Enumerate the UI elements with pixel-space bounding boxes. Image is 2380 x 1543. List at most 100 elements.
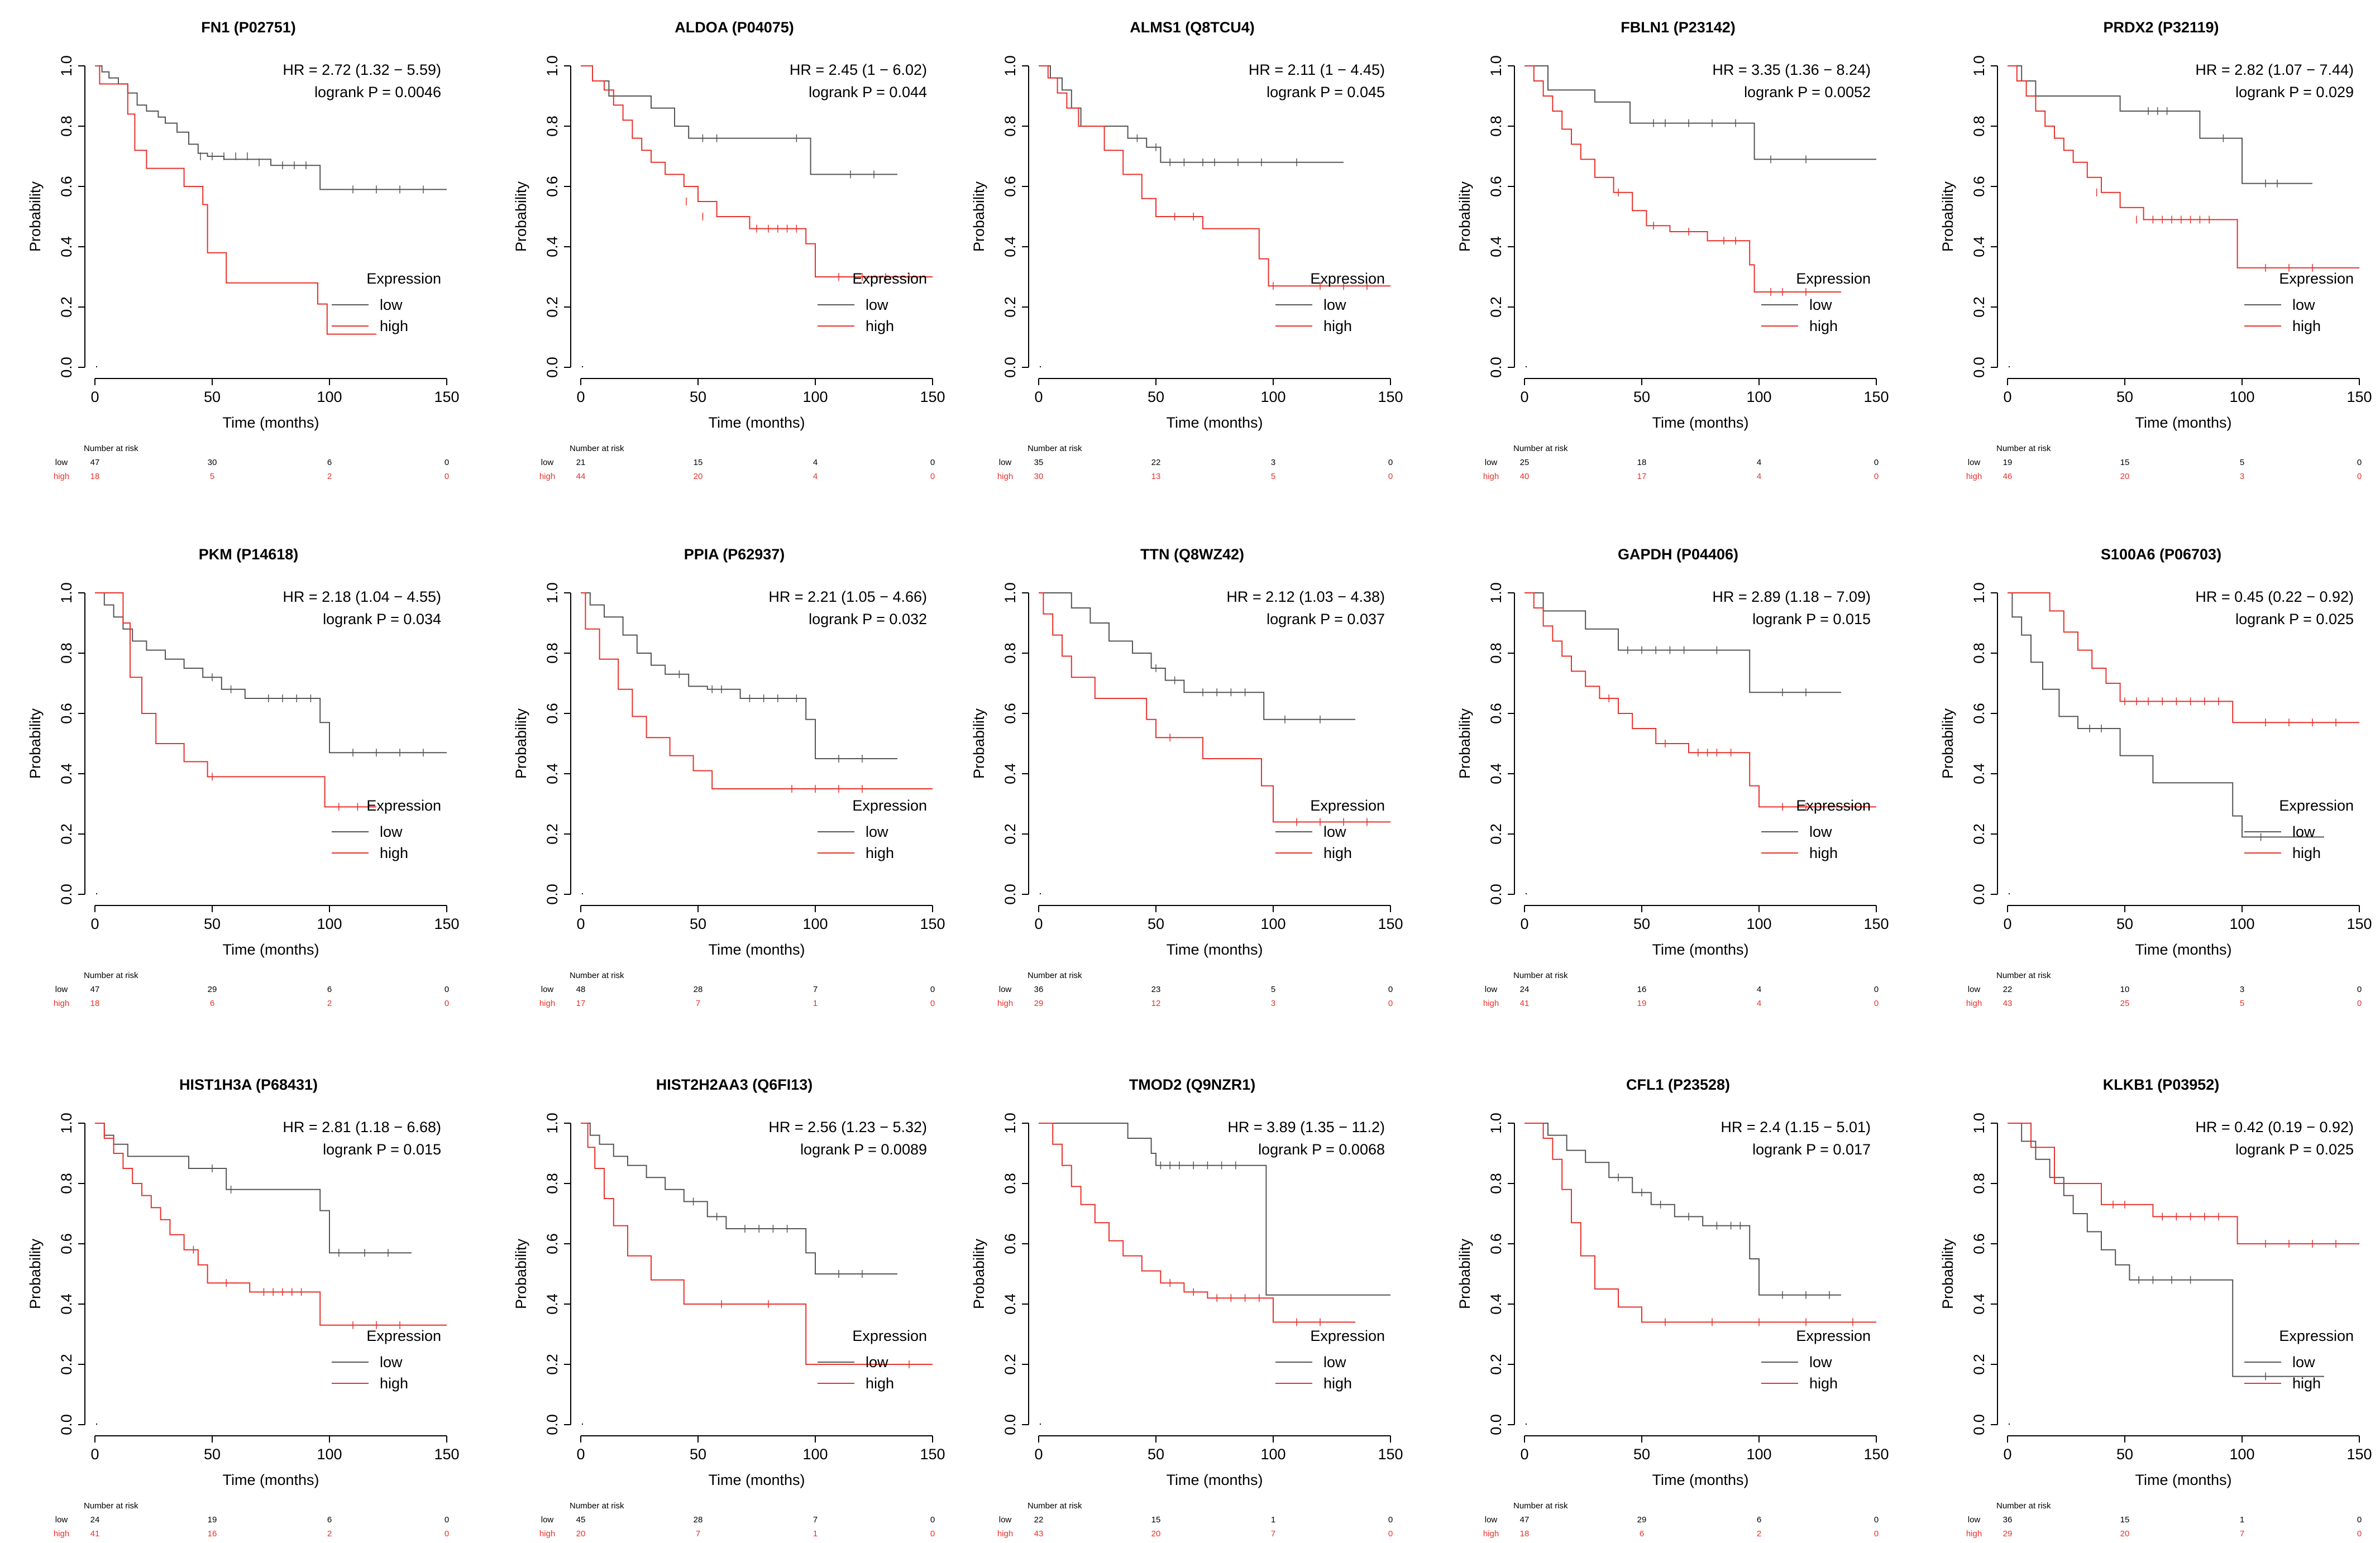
risk-header: Number at risk xyxy=(570,444,624,453)
y-tick-label: 0.8 xyxy=(1971,116,1987,137)
x-tick-label: 0 xyxy=(576,389,585,405)
risk-high-value: 0 xyxy=(930,999,935,1008)
risk-high-value: 40 xyxy=(1520,472,1530,481)
y-tick-label: 1.0 xyxy=(1971,582,1987,603)
risk-header: Number at risk xyxy=(1996,1501,2051,1511)
y-tick-label: 0.6 xyxy=(544,1233,561,1254)
risk-high-value: 17 xyxy=(576,999,586,1008)
x-axis-title: Time (months) xyxy=(222,1472,319,1488)
risk-high-value: 17 xyxy=(1637,472,1647,481)
hazard-ratio: HR = 2.18 (1.04 − 4.55) xyxy=(283,588,441,605)
y-tick-label: 0.0 xyxy=(544,1414,561,1435)
risk-high-value: 1 xyxy=(813,999,818,1008)
x-tick-label: 50 xyxy=(1633,916,1650,932)
risk-high-value: 5 xyxy=(2240,999,2244,1008)
legend-title: Expression xyxy=(366,1328,441,1344)
y-tick-label: 0.2 xyxy=(544,296,561,318)
origin-dot xyxy=(1526,893,1527,894)
risk-low-value: 23 xyxy=(1151,985,1161,994)
y-tick-label: 0.4 xyxy=(1488,236,1504,257)
km-curve-high xyxy=(1039,1123,1355,1323)
legend-label-high: high xyxy=(866,318,894,334)
risk-low-value: 47 xyxy=(1520,1515,1530,1525)
risk-row-label-low: low xyxy=(1968,985,1981,994)
y-tick-label: 0.0 xyxy=(544,884,561,905)
y-tick-label: 0.4 xyxy=(58,236,75,257)
risk-low-value: 3 xyxy=(1271,458,1275,467)
risk-row-label-high: high xyxy=(1966,472,1982,481)
x-tick-label: 0 xyxy=(1520,1446,1528,1463)
x-axis-title: Time (months) xyxy=(2135,941,2231,958)
legend-label-low: low xyxy=(1323,1354,1346,1371)
plot-title: HIST2H2AA3 (Q6FI13) xyxy=(656,1076,813,1093)
x-tick-label: 100 xyxy=(1746,916,1771,932)
km-curve-high xyxy=(581,1123,933,1365)
plot-title: FBLN1 (P23142) xyxy=(1621,19,1736,36)
hazard-ratio: HR = 2.4 (1.15 − 5.01) xyxy=(1721,1119,1871,1135)
risk-high-value: 18 xyxy=(90,472,100,481)
km-curve-high xyxy=(1524,65,1841,293)
y-tick-label: 0.0 xyxy=(58,357,75,378)
risk-low-value: 24 xyxy=(90,1515,100,1525)
risk-row-label-low: low xyxy=(1485,985,1498,994)
y-tick-label: 0.8 xyxy=(1971,1173,1987,1194)
x-tick-label: 150 xyxy=(1863,916,1889,932)
risk-high-value: 46 xyxy=(2003,472,2013,481)
risk-row-label-high: high xyxy=(1483,1529,1499,1539)
y-tick-label: 0.0 xyxy=(1971,1414,1987,1435)
risk-header: Number at risk xyxy=(1027,444,1082,453)
y-axis-title: Probability xyxy=(513,181,529,252)
x-tick-label: 150 xyxy=(1378,1446,1403,1463)
y-tick-label: 0.6 xyxy=(1002,176,1019,197)
y-tick-label: 0.2 xyxy=(1002,823,1019,845)
risk-low-value: 10 xyxy=(2120,985,2130,994)
x-axis-title: Time (months) xyxy=(1166,941,1263,958)
x-tick-label: 150 xyxy=(920,1446,945,1463)
risk-header: Number at risk xyxy=(84,444,138,453)
risk-row-label-low: low xyxy=(999,1515,1012,1525)
km-panel-8: TTN (Q8WZ42) 0.0 0.2 0.4 0.6 0.8 1.0 Probabilit… xyxy=(971,546,1403,1008)
km-curve-low xyxy=(1524,65,1876,160)
x-tick-label: 50 xyxy=(1148,1446,1164,1463)
hazard-ratio: HR = 0.42 (0.19 − 0.92) xyxy=(2195,1119,2354,1135)
y-tick-label: 0.2 xyxy=(1488,1354,1504,1375)
x-tick-label: 100 xyxy=(802,916,828,932)
y-tick-label: 0.6 xyxy=(1002,703,1019,724)
risk-low-value: 30 xyxy=(208,458,217,467)
risk-header: Number at risk xyxy=(570,1501,624,1511)
legend-label-low: low xyxy=(866,296,888,313)
y-tick-label: 0.2 xyxy=(1002,1354,1019,1375)
y-tick-label: 0.6 xyxy=(1002,1233,1019,1254)
risk-high-value: 0 xyxy=(1388,999,1393,1008)
risk-header: Number at risk xyxy=(1513,444,1568,453)
y-tick-label: 0.6 xyxy=(1488,1233,1504,1254)
km-panel-15: KLKB1 (P03952) 0.0 0.2 0.4 0.6 0.8 1.0 Probabil… xyxy=(1939,1076,2372,1539)
risk-low-value: 0 xyxy=(1388,985,1393,994)
x-tick-label: 0 xyxy=(2003,916,2011,932)
x-tick-label: 100 xyxy=(2229,389,2254,405)
plot-title: HIST1H3A (P68431) xyxy=(179,1076,318,1093)
km-panel-11: HIST1H3A (P68431) 0.0 0.2 0.4 0.6 0.8 1.0 Proba… xyxy=(27,1076,460,1539)
y-tick-label: 1.0 xyxy=(1488,1113,1504,1134)
y-tick-label: 0.6 xyxy=(1971,176,1987,197)
legend-label-high: high xyxy=(1809,1375,1838,1392)
km-curve-low xyxy=(95,592,447,754)
plot-title: KLKB1 (P03952) xyxy=(2103,1076,2220,1093)
y-axis-title: Probability xyxy=(27,708,44,779)
risk-low-value: 45 xyxy=(576,1515,586,1525)
y-tick-label: 0.2 xyxy=(1002,296,1019,318)
risk-low-value: 28 xyxy=(694,985,703,994)
x-tick-label: 0 xyxy=(1034,1446,1043,1463)
x-tick-label: 50 xyxy=(2116,389,2133,405)
x-axis-title: Time (months) xyxy=(222,941,319,958)
legend-label-low: low xyxy=(380,1354,403,1371)
origin-dot xyxy=(96,366,97,367)
x-tick-label: 100 xyxy=(802,1446,828,1463)
risk-low-value: 15 xyxy=(2120,458,2130,467)
y-tick-label: 1.0 xyxy=(544,1113,561,1134)
risk-low-value: 47 xyxy=(90,985,100,994)
origin-dot xyxy=(582,366,583,367)
y-tick-label: 1.0 xyxy=(1971,55,1987,76)
y-axis-title: Probability xyxy=(513,1238,529,1309)
km-curve-low xyxy=(1039,592,1355,720)
